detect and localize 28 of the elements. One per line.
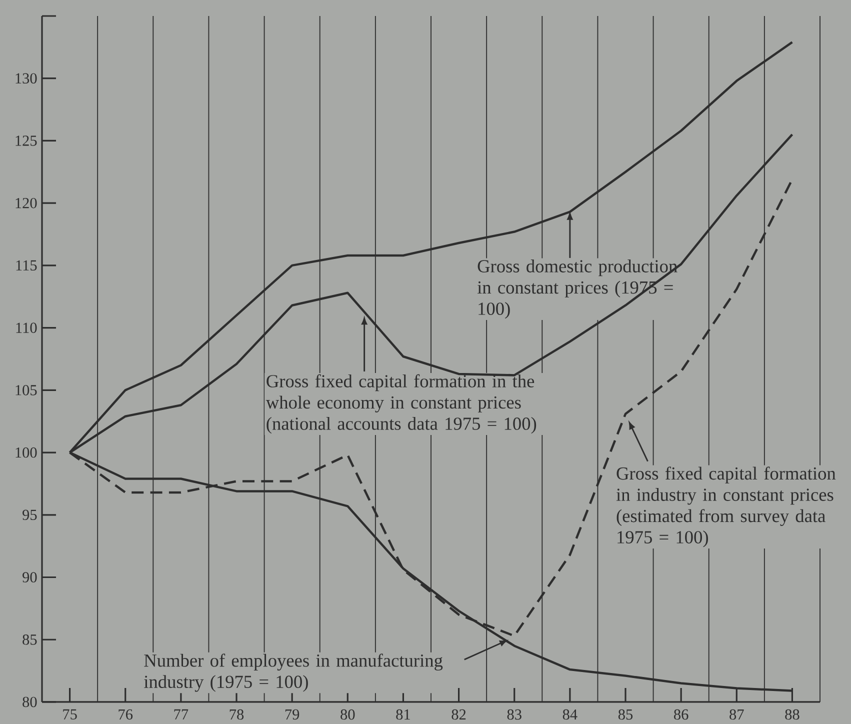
y-tick-label: 90 bbox=[22, 572, 37, 582]
x-tick-label: 87 bbox=[730, 709, 744, 720]
y-tick-label: 130 bbox=[16, 73, 37, 84]
x-tick-label: 79 bbox=[285, 709, 300, 720]
annotation: Gross fixed capital formation in the whole economy in constant prices (national accounts data 1975 = 100) bbox=[266, 374, 536, 434]
y-tick-label: 85 bbox=[22, 634, 37, 645]
x-tick-label: 77 bbox=[174, 709, 188, 720]
y-tick-label: 80 bbox=[22, 696, 37, 708]
x-tick-label: 86 bbox=[674, 709, 688, 720]
x-tick-label: 85 bbox=[618, 709, 633, 720]
x-tick-label: 81 bbox=[396, 709, 410, 720]
y-tick-label: 115 bbox=[16, 260, 37, 271]
x-tick-label: 83 bbox=[507, 709, 522, 720]
y-tick-label: 105 bbox=[16, 385, 37, 396]
y-tick-label: 100 bbox=[16, 447, 37, 458]
x-tick-label: 80 bbox=[340, 709, 355, 720]
y-tick-label: 95 bbox=[22, 510, 37, 520]
x-tick-label: 88 bbox=[785, 709, 800, 720]
x-tick-label: 75 bbox=[63, 709, 77, 720]
x-tick-label: 82 bbox=[452, 709, 466, 720]
y-tick-label: 120 bbox=[16, 198, 37, 208]
y-tick-label: 125 bbox=[16, 136, 37, 146]
x-tick-label: 78 bbox=[230, 709, 244, 720]
y-tick-label: 110 bbox=[16, 322, 37, 333]
x-tick-label: 84 bbox=[562, 709, 578, 720]
annotation: Number of employees in manufacturing industry (1975 = 100) bbox=[144, 654, 443, 692]
x-tick-label: 76 bbox=[118, 709, 133, 720]
annotation: Gross fixed capital formation in industry in constant prices (estimated from survey data 1975 = 100) bbox=[616, 466, 836, 548]
